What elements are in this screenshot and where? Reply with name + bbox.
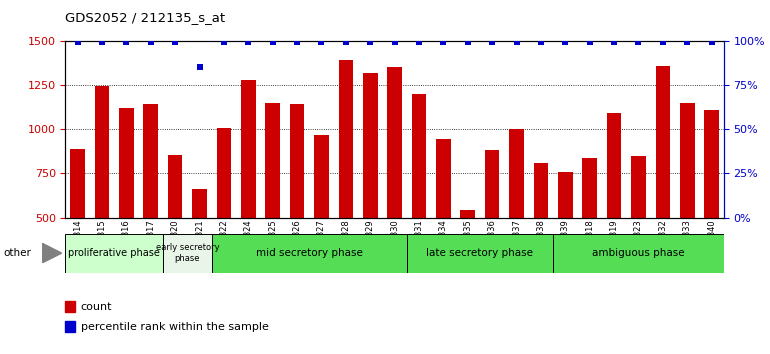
Text: late secretory phase: late secretory phase [427, 248, 534, 258]
Text: count: count [81, 302, 112, 312]
Bar [655, 67, 670, 306]
Text: proliferative phase: proliferative phase [69, 248, 160, 258]
Point [120, 40, 132, 45]
Bar [460, 210, 475, 306]
Bar [509, 129, 524, 306]
Polygon shape [42, 244, 62, 263]
Point [266, 40, 279, 45]
Point [364, 40, 377, 45]
Bar [65, 234, 163, 273]
Bar [558, 172, 573, 306]
Point [657, 40, 669, 45]
Point [340, 40, 352, 45]
Point [413, 40, 425, 45]
Bar [314, 136, 329, 306]
Bar [407, 234, 553, 273]
Bar [534, 163, 548, 306]
Bar [680, 103, 695, 306]
Bar [143, 104, 158, 306]
Point [437, 40, 450, 45]
Point [705, 40, 718, 45]
Bar [705, 110, 719, 306]
Bar [412, 94, 427, 306]
Point [486, 40, 498, 45]
Bar [387, 67, 402, 306]
Bar [95, 86, 109, 306]
Text: percentile rank within the sample: percentile rank within the sample [81, 322, 269, 332]
Bar [607, 113, 621, 306]
Bar [485, 150, 500, 306]
Point [559, 40, 571, 45]
Point [461, 40, 474, 45]
Bar [436, 139, 450, 306]
Point [72, 40, 84, 45]
Point [218, 40, 230, 45]
Text: GDS2052 / 212135_s_at: GDS2052 / 212135_s_at [65, 11, 226, 24]
Text: ambiguous phase: ambiguous phase [592, 248, 685, 258]
Bar [290, 104, 304, 306]
Point [169, 40, 181, 45]
Bar [163, 234, 212, 273]
Point [608, 40, 620, 45]
Text: early secretory
phase: early secretory phase [156, 243, 219, 263]
Bar [339, 60, 353, 306]
Bar [119, 108, 134, 306]
Bar [65, 321, 75, 332]
Bar [70, 149, 85, 306]
Text: other: other [4, 248, 32, 258]
Point [632, 40, 644, 45]
Bar [241, 80, 256, 306]
Point [242, 40, 254, 45]
Point [291, 40, 303, 45]
Bar [192, 189, 207, 306]
Bar [631, 156, 646, 306]
Point [681, 40, 693, 45]
Point [584, 40, 596, 45]
Point [315, 40, 327, 45]
Bar [582, 158, 597, 306]
Bar [212, 234, 407, 273]
Point [388, 40, 400, 45]
Text: mid secretory phase: mid secretory phase [256, 248, 363, 258]
Bar [553, 234, 724, 273]
Bar [216, 128, 231, 306]
Bar [363, 73, 377, 306]
Point [95, 40, 108, 45]
Bar [65, 301, 75, 312]
Bar [168, 155, 182, 306]
Point [534, 40, 547, 45]
Bar [266, 103, 280, 306]
Point [511, 40, 523, 45]
Point [145, 40, 157, 45]
Point [193, 64, 206, 70]
